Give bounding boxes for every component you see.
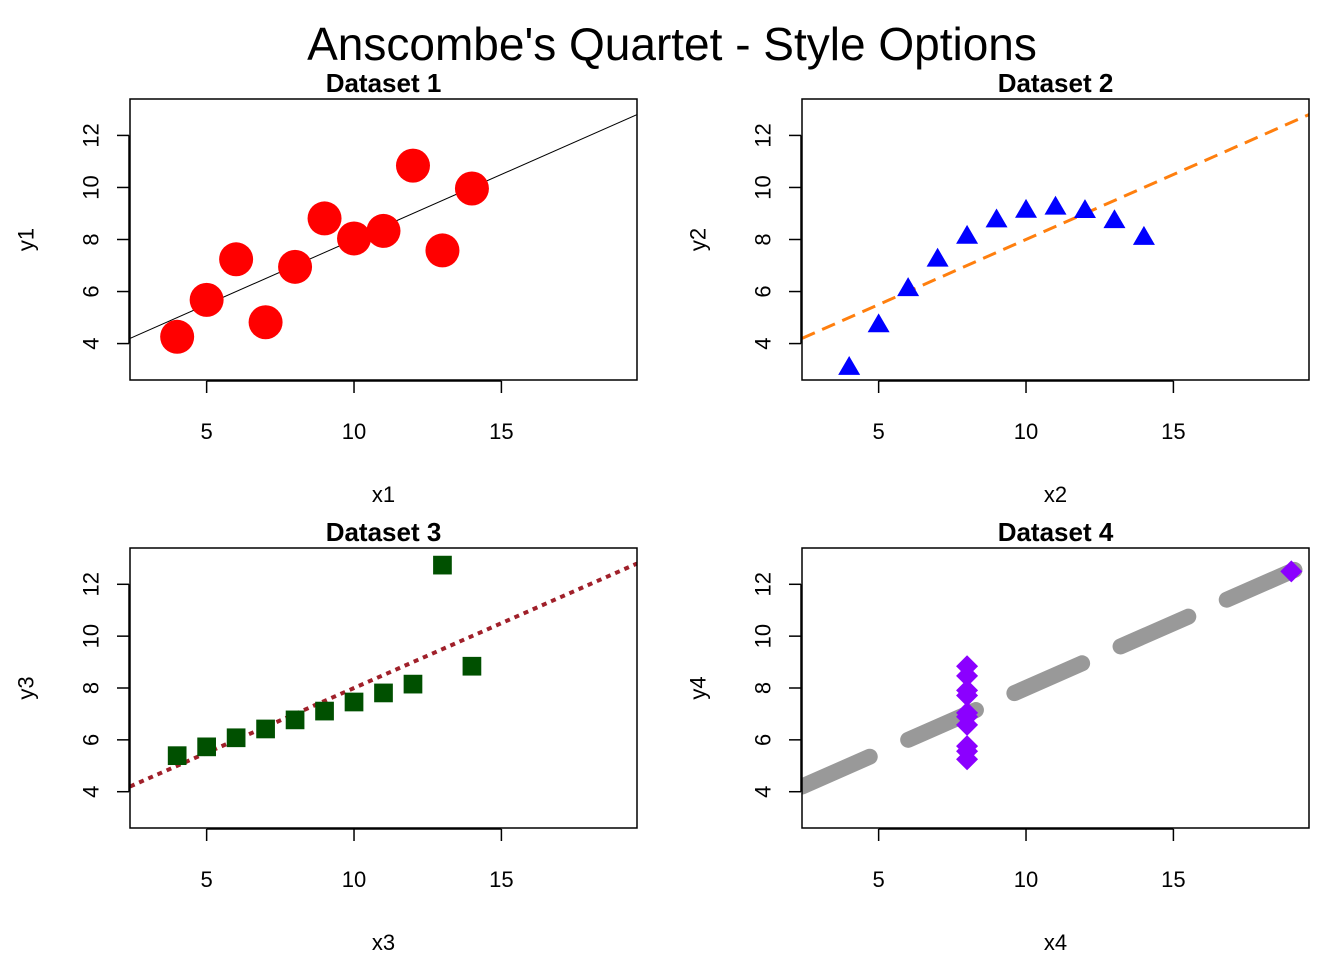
- panel-1-x-tick-label: 15: [489, 419, 513, 444]
- panel-3-frame: [129, 547, 638, 829]
- panel-3-title: Dataset 3: [326, 517, 442, 547]
- panel-1-point: [219, 242, 254, 277]
- panel-1-y-tick-label: 6: [79, 285, 104, 297]
- panel-1-point: [454, 171, 489, 206]
- panel-3-point: [285, 710, 305, 730]
- panel-1-y-label: y1: [14, 228, 39, 251]
- panel-4-point: [956, 664, 979, 687]
- panel-3-point: [197, 737, 216, 757]
- panel-1-point: [307, 201, 342, 236]
- panel-3-x-tick-label: 15: [489, 867, 513, 892]
- panel-1-point: [278, 249, 313, 284]
- panel-3-y-tick-label: 4: [79, 786, 104, 798]
- panel-3-y-tick-label: 12: [79, 572, 104, 596]
- panel-2-point: [1132, 225, 1155, 245]
- panel-4-x-tick-label: 5: [873, 867, 885, 892]
- panel-1-y-tick-label: 10: [79, 175, 104, 199]
- panel-3-point: [403, 674, 423, 694]
- panel-4-point: [956, 740, 979, 763]
- panel-1-y-tick-label: 8: [79, 233, 104, 245]
- panel-4-y-tick-label: 8: [751, 682, 776, 694]
- panel-1-point: [248, 305, 283, 340]
- panel-3-point: [344, 692, 364, 712]
- panel-2-x-label: x2: [1044, 482, 1067, 507]
- panel-4-point: [956, 705, 979, 728]
- panel-2: Dataset 2 5 10 15 4 6 8 10 12 x2 y2: [686, 68, 1310, 507]
- panel-4-y-label: y4: [686, 676, 711, 699]
- panel-1: Dataset 1 5 10 15 4 6 8 10 12 x1 y1: [14, 68, 638, 507]
- panel-1-point: [425, 233, 460, 268]
- panel-3-point: [433, 555, 452, 575]
- panel-2-point: [1103, 209, 1126, 229]
- panel-3-y-tick-label: 6: [79, 734, 104, 746]
- panel-3-y-tick-label: 8: [79, 682, 104, 694]
- panel-2-frame: [801, 98, 1310, 381]
- panel-3-point: [374, 683, 393, 703]
- panel-4-frame: [801, 547, 1310, 829]
- panel-2-y-tick-label: 6: [751, 285, 776, 297]
- panel-1-x-tick-label: 5: [201, 419, 213, 444]
- panel-1-y-tick-label: 4: [79, 337, 104, 349]
- panel-2-y-label: y2: [686, 228, 711, 251]
- panel-3-x-tick-label: 5: [201, 867, 213, 892]
- panel-3-point: [167, 746, 187, 766]
- panel-3-x-label: x3: [372, 930, 395, 955]
- panel-3-point: [315, 701, 334, 721]
- panel-2-y-tick-label: 8: [751, 233, 776, 245]
- panel-2-point: [985, 208, 1008, 228]
- panel-2-point: [1015, 198, 1038, 218]
- panel-3-y-tick-label: 10: [79, 624, 104, 648]
- panel-3-point: [256, 719, 275, 739]
- panel-2-point: [838, 355, 861, 375]
- panel-2-x-tick-label: 10: [1014, 419, 1038, 444]
- panel-2-y-tick-label: 10: [751, 175, 776, 199]
- panel-2-x-tick-label: 5: [873, 419, 885, 444]
- panel-1-title: Dataset 1: [326, 68, 442, 98]
- panel-2-y-tick-label: 4: [751, 337, 776, 349]
- panel-4-y-tick-label: 4: [751, 786, 776, 798]
- panel-1-x-tick-label: 10: [342, 419, 366, 444]
- panel-3-point: [462, 656, 482, 676]
- panel-1-point: [366, 213, 401, 248]
- panel-4-y-tick-label: 12: [751, 572, 776, 596]
- panel-1-x-label: x1: [372, 482, 395, 507]
- panel-4-x-tick-label: 15: [1161, 867, 1185, 892]
- panel-4-x-label: x4: [1044, 930, 1067, 955]
- panel-4-x-tick-label: 10: [1014, 867, 1038, 892]
- panel-2-point: [926, 247, 949, 267]
- panel-3-x-tick-label: 10: [342, 867, 366, 892]
- panel-4-y-tick-label: 6: [751, 734, 776, 746]
- panel-1-frame: [129, 98, 638, 381]
- panel-2-x-tick-label: 15: [1161, 419, 1185, 444]
- panel-2-point: [867, 313, 890, 333]
- panel-1-point: [160, 319, 195, 354]
- panel-3-y-label: y3: [14, 676, 39, 699]
- panel-2-point: [1073, 199, 1096, 219]
- panel-4-point: [1280, 560, 1303, 583]
- panel-1-point: [189, 282, 224, 317]
- panel-4-y-tick-label: 10: [751, 624, 776, 648]
- panel-4-point: [956, 679, 979, 702]
- panel-2-title: Dataset 2: [998, 68, 1114, 98]
- panel-4-title: Dataset 4: [998, 517, 1114, 547]
- panel-3-point: [226, 728, 246, 748]
- panel-1-point: [337, 221, 372, 256]
- panel-3: Dataset 3 5 10 15 4 6 8 10 12 x3 y3: [14, 517, 638, 955]
- panel-2-fit-line: [802, 113, 1309, 340]
- panel-1-point: [395, 148, 430, 183]
- panel-4: Dataset 4 5 10 15 4 6 8 10 12 x4 y4: [686, 517, 1310, 955]
- panel-1-y-tick-label: 12: [79, 123, 104, 147]
- figure-title: Anscombe's Quartet - Style Options: [307, 18, 1037, 70]
- panel-2-point: [897, 277, 920, 297]
- panel-2-point: [1044, 195, 1067, 215]
- panel-2-point: [956, 224, 979, 244]
- panel-4-fit-line: [802, 555, 1309, 795]
- panel-2-y-tick-label: 12: [751, 123, 776, 147]
